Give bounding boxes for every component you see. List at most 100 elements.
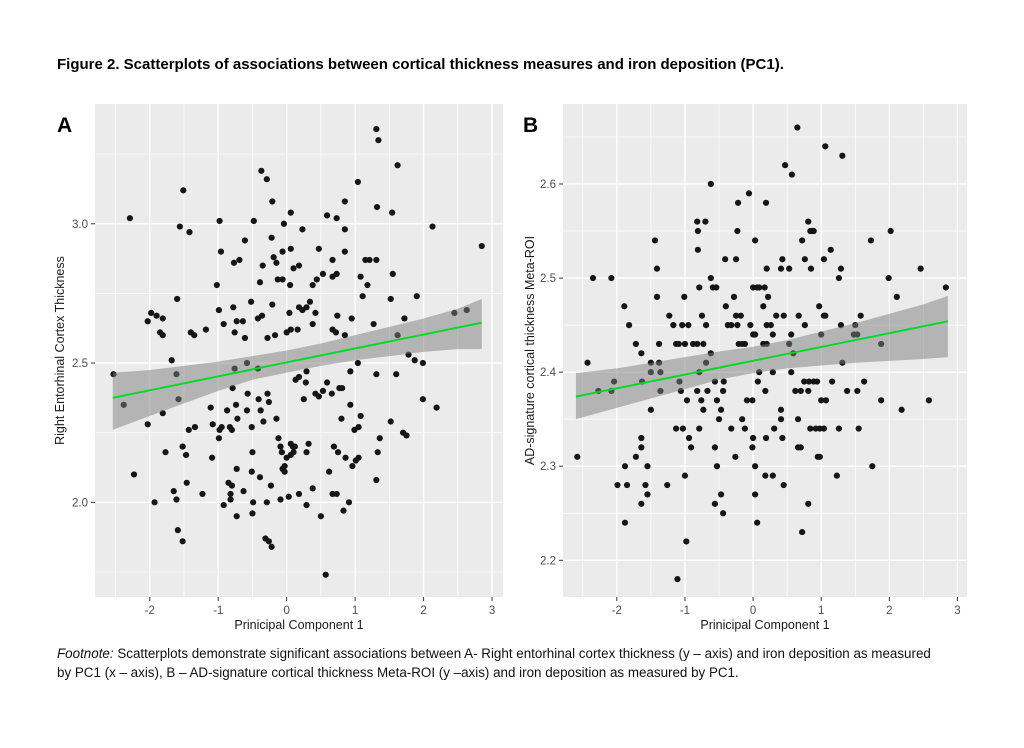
data-point: [269, 198, 276, 205]
data-point: [268, 543, 275, 550]
data-point: [878, 397, 885, 404]
data-point: [274, 276, 281, 283]
data-point: [303, 368, 310, 375]
data-point: [810, 227, 817, 235]
data-point: [162, 449, 169, 456]
x-tick-label: 2: [420, 605, 426, 617]
data-point: [267, 482, 275, 489]
data-point: [303, 501, 310, 509]
data-point: [250, 217, 257, 225]
data-point: [174, 295, 181, 303]
data-point: [419, 359, 427, 367]
data-point: [373, 203, 381, 211]
data-point: [286, 309, 293, 316]
data-point: [258, 312, 266, 319]
data-point: [174, 527, 181, 534]
y-axis-title: Right Entorhinal Cortex Thickness: [53, 256, 67, 445]
data-point: [373, 256, 380, 264]
data-point: [357, 412, 364, 420]
data-point: [319, 387, 327, 394]
data-point: [670, 321, 677, 329]
data-point: [681, 340, 689, 348]
data-point: [820, 425, 828, 432]
data-point: [313, 276, 320, 283]
data-point: [788, 369, 795, 376]
data-point: [191, 332, 198, 339]
data-point: [728, 321, 735, 329]
x-tick-label: 1: [352, 605, 358, 617]
y-tick-label: 2.0: [72, 497, 88, 509]
data-point: [373, 476, 380, 484]
data-point: [797, 387, 804, 395]
data-point: [333, 270, 340, 278]
data-point: [373, 125, 380, 133]
data-point: [799, 237, 806, 244]
x-axis-title: Prinicipal Component 1: [234, 618, 363, 632]
data-point: [220, 501, 227, 509]
data-point: [244, 390, 251, 397]
data-point: [788, 171, 796, 178]
data-point: [263, 499, 270, 506]
data-point: [820, 256, 828, 263]
data-point: [694, 387, 701, 395]
data-point: [801, 321, 808, 329]
data-point: [345, 499, 353, 506]
data-point: [816, 453, 823, 460]
data-point: [227, 490, 234, 498]
data-point: [666, 312, 673, 319]
data-point: [672, 425, 680, 432]
data-point: [312, 309, 319, 316]
data-point: [259, 262, 266, 269]
data-point: [323, 379, 331, 386]
data-point: [234, 415, 241, 422]
data-point: [241, 334, 249, 342]
data-point: [333, 490, 340, 498]
x-tick-label: 3: [489, 605, 495, 617]
data-point: [816, 303, 823, 310]
data-point: [683, 397, 691, 404]
data-point: [317, 513, 325, 520]
data-point: [144, 421, 151, 428]
data-point: [741, 425, 749, 432]
data-point: [805, 387, 812, 395]
x-tick-label: -2: [612, 605, 622, 617]
data-point: [717, 406, 725, 413]
data-point: [713, 397, 721, 404]
data-point: [707, 274, 714, 282]
data-point: [761, 284, 768, 291]
data-point: [694, 340, 701, 348]
data-point: [792, 387, 799, 395]
data-point: [655, 340, 663, 348]
data-point: [769, 472, 776, 479]
data-point: [389, 270, 396, 278]
data-point: [867, 237, 875, 244]
data-point: [589, 274, 597, 282]
x-tick-label: 0: [750, 605, 756, 617]
data-point: [300, 396, 307, 403]
data-point: [685, 434, 693, 442]
figure-footnote: Footnote: Scatterplots demonstrate signi…: [57, 644, 1009, 683]
data-point: [185, 426, 192, 433]
data-point: [754, 378, 761, 385]
data-point: [763, 265, 770, 272]
data-point: [632, 340, 639, 348]
data-point: [621, 519, 629, 526]
data-point: [183, 479, 190, 486]
data-point: [213, 281, 220, 289]
x-tick-label: 1: [818, 605, 824, 617]
data-point: [355, 454, 362, 461]
data-point: [159, 332, 166, 339]
data-point: [303, 449, 310, 456]
data-point: [243, 407, 251, 414]
data-point: [370, 320, 377, 328]
data-point: [227, 496, 234, 503]
footnote-label: Footnote:: [57, 646, 114, 661]
y-tick-label: 2.2: [540, 555, 556, 567]
data-point: [233, 318, 240, 325]
footnote-line-2: by PC1 (x – axis), B – AD-signature cort…: [57, 665, 739, 681]
data-point: [799, 528, 806, 536]
figure-title: Figure 2. Scatterplots of associations b…: [57, 56, 784, 73]
data-point: [279, 276, 286, 283]
y-tick-label: 2.5: [540, 273, 556, 285]
